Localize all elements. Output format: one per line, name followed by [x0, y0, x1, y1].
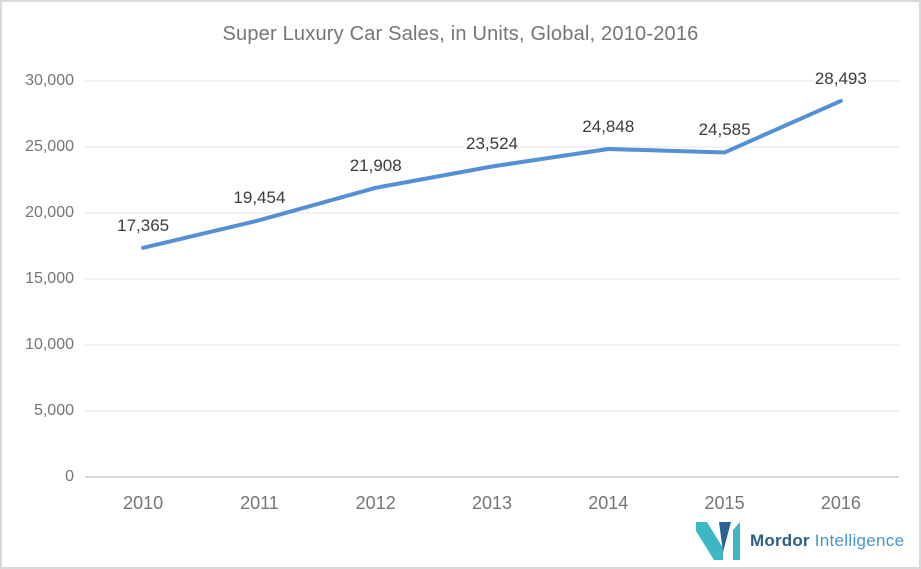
x-axis-tick-label: 2013 [471, 493, 513, 513]
data-point-label: 24,585 [698, 120, 751, 140]
y-axis-tick-label: 15,000 [25, 270, 74, 287]
y-axis-tick-label: 0 [65, 468, 74, 485]
data-point-label: 17,365 [117, 215, 170, 235]
data-point-label: 28,493 [814, 68, 867, 88]
y-axis-tick-label: 10,000 [25, 336, 74, 353]
chart-title: Super Luxury Car Sales, in Units, Global… [222, 23, 699, 45]
data-point-label: 23,524 [466, 134, 518, 154]
y-axis-tick-label: 5,000 [33, 402, 74, 419]
x-axis-tick-label: 2010 [123, 493, 164, 513]
y-axis-tick-label: 25,000 [25, 138, 74, 155]
x-axis-tick-label: 2012 [355, 493, 396, 513]
x-axis-tick-label: 2015 [704, 493, 745, 513]
data-point-label: 21,908 [349, 155, 402, 175]
y-axis-tick-label: 20,000 [25, 204, 74, 221]
data-point-label: 19,454 [233, 188, 286, 208]
brand-name-primary: Mordor [750, 531, 810, 550]
mordor-logo-icon [696, 522, 740, 560]
mordor-intelligence-logo: Mordor Intelligence [696, 522, 904, 560]
data-point-label: 24,848 [582, 117, 635, 136]
sales-line-series[interactable] [141, 98, 843, 250]
x-axis-tick-label: 2016 [820, 493, 861, 513]
brand-name-secondary: Intelligence [814, 531, 905, 550]
x-axis-tick-label: 2014 [588, 493, 629, 513]
y-axis-tick-label: 30,000 [25, 72, 74, 89]
x-axis-tick-label: 2011 [240, 493, 279, 513]
